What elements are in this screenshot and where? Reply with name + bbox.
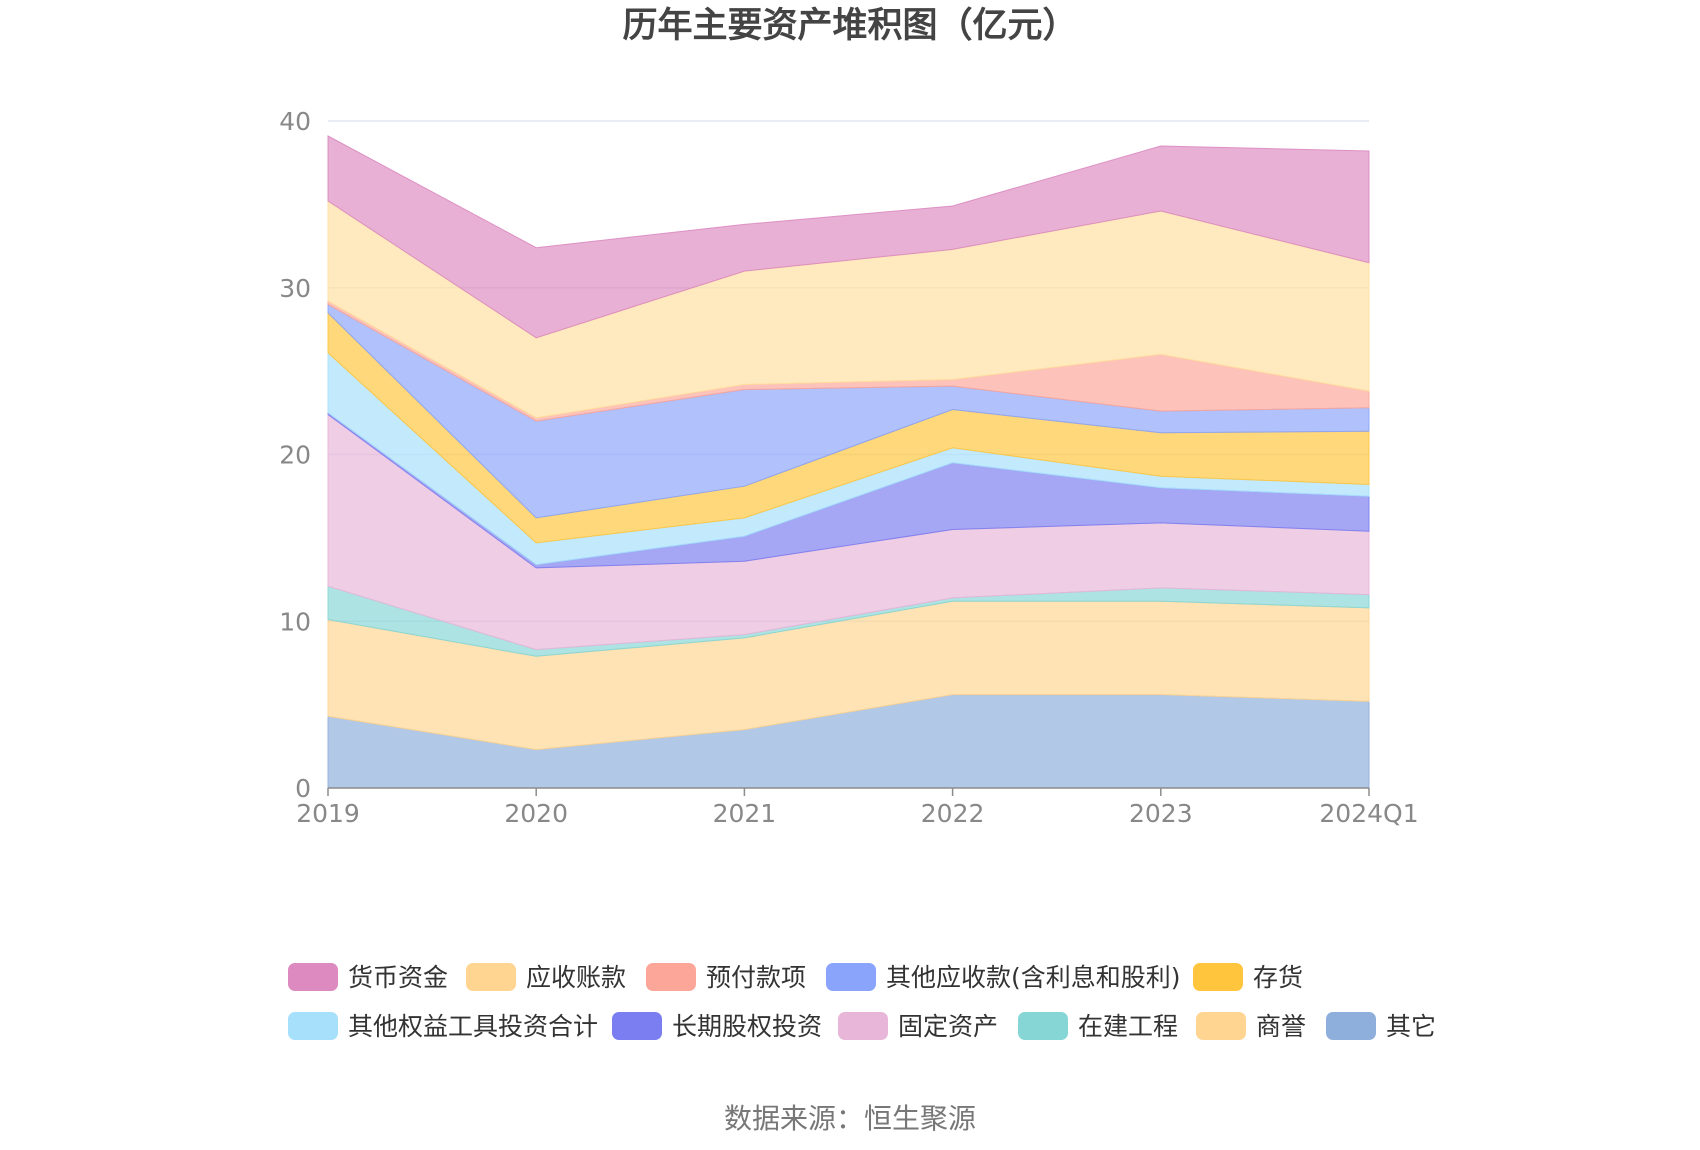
legend-swatch <box>1196 1012 1246 1040</box>
legend-item-固定资产[interactable]: 固定资产 <box>838 1012 998 1041</box>
legend-label: 货币资金 <box>348 963 448 992</box>
y-tick-label: 10 <box>279 607 311 636</box>
legend-label: 存货 <box>1253 963 1303 992</box>
legend-label: 其他权益工具投资合计 <box>348 1012 598 1041</box>
legend-swatch <box>1193 963 1243 991</box>
legend-item-其他应收款(含利息和股利)[interactable]: 其他应收款(含利息和股利) <box>826 963 1181 992</box>
legend-swatch <box>838 1012 888 1040</box>
legend-swatch <box>826 963 876 991</box>
y-tick-label: 20 <box>279 441 311 470</box>
area-series <box>327 135 1370 789</box>
legend-swatch <box>646 963 696 991</box>
legend-item-货币资金[interactable]: 货币资金 <box>288 963 448 992</box>
legend-label: 应收账款 <box>526 963 626 992</box>
legend-swatch <box>1018 1012 1068 1040</box>
chart-title: 历年主要资产堆积图（亿元） <box>622 6 1077 46</box>
legend-item-预付款项[interactable]: 预付款项 <box>646 963 806 992</box>
legend-item-存货[interactable]: 存货 <box>1193 963 1303 992</box>
legend-item-其他权益工具投资合计[interactable]: 其他权益工具投资合计 <box>288 1012 598 1041</box>
legend-swatch <box>1326 1012 1376 1040</box>
legend-label: 固定资产 <box>898 1012 998 1041</box>
x-tick-label: 2024Q1 <box>1319 799 1418 828</box>
legend-item-在建工程[interactable]: 在建工程 <box>1018 1012 1178 1041</box>
legend-item-其它[interactable]: 其它 <box>1326 1012 1436 1041</box>
x-tick-label: 2019 <box>296 799 360 828</box>
legend-label: 在建工程 <box>1078 1012 1178 1041</box>
area-货币资金[interactable] <box>327 135 1370 339</box>
x-tick-label: 2021 <box>713 799 777 828</box>
x-tick-label: 2022 <box>921 799 985 828</box>
legend-label: 商誉 <box>1256 1012 1306 1041</box>
legend-swatch <box>612 1012 662 1040</box>
legend-item-商誉[interactable]: 商誉 <box>1196 1012 1306 1041</box>
axes: 2019 2020 2021 2022 2023 2024Q1 <box>296 787 1419 828</box>
x-tick-label: 2023 <box>1129 799 1193 828</box>
legend-label: 其他应收款(含利息和股利) <box>886 963 1181 992</box>
legend-swatch <box>466 963 516 991</box>
legend-label: 其它 <box>1386 1012 1436 1041</box>
legend-label: 预付款项 <box>706 963 806 992</box>
data-source: 数据来源：恒生聚源 <box>724 1102 976 1135</box>
x-tick-label: 2020 <box>504 799 568 828</box>
legend-item-应收账款[interactable]: 应收账款 <box>466 963 626 992</box>
legend-swatch <box>288 1012 338 1040</box>
legend-swatch <box>288 963 338 991</box>
y-tick-label: 30 <box>279 274 311 303</box>
legend-item-长期股权投资[interactable]: 长期股权投资 <box>612 1012 822 1041</box>
y-tick-label: 40 <box>279 107 311 136</box>
legend-label: 长期股权投资 <box>672 1012 822 1041</box>
y-tick-label: 0 <box>295 774 311 803</box>
